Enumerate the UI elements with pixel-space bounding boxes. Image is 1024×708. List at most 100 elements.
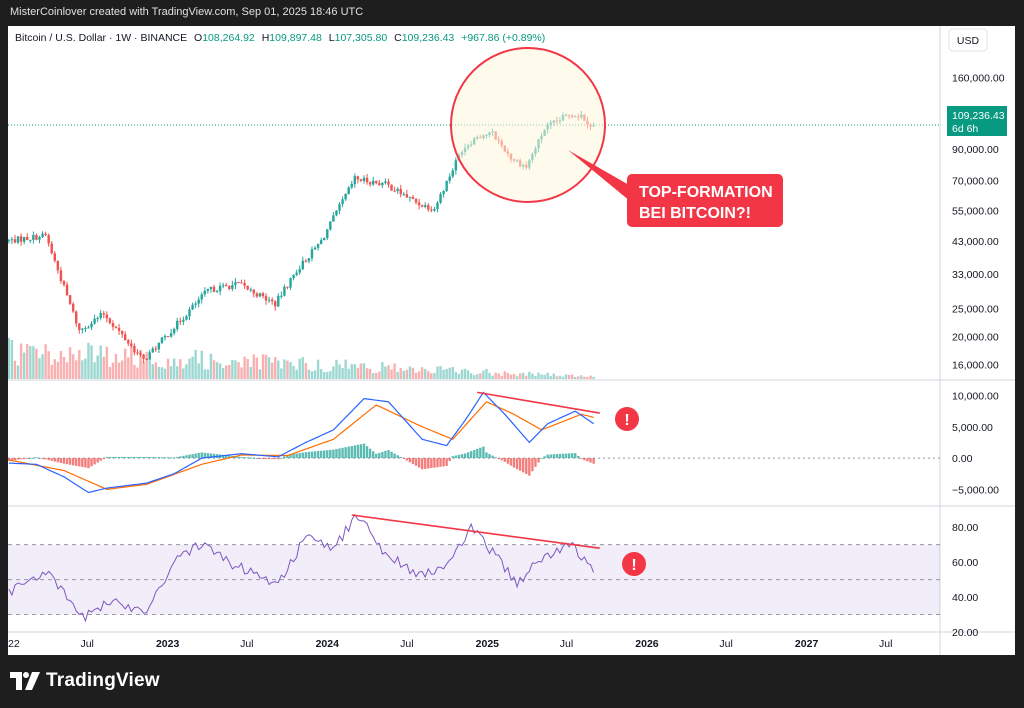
volume-bar [166, 358, 170, 379]
candle-body [188, 309, 191, 317]
volume-bar [179, 359, 182, 379]
macd-histogram-bar [304, 452, 308, 459]
candle-body [231, 285, 234, 289]
symbol-legend[interactable]: Bitcoin / U.S. Dollar · 1W · BINANCE O10… [15, 32, 545, 44]
candle-body [420, 205, 424, 207]
rsi-layer [8, 513, 595, 623]
time-tick-label: 2026 [635, 638, 659, 650]
volume-bar [7, 337, 11, 379]
candle-body [212, 286, 216, 292]
candle-body [102, 313, 105, 315]
volume-bar [359, 363, 363, 379]
macd-histogram-bar [22, 458, 26, 460]
macd-histogram-bar [497, 458, 500, 460]
macd-histogram-bar [387, 450, 390, 459]
macd-histogram-bar [16, 458, 20, 460]
time-tick-label: Jul [879, 638, 892, 650]
volume-bar [503, 371, 507, 379]
volume-bar [402, 370, 406, 379]
macd-histogram-bar [136, 456, 139, 459]
macd-histogram-bar [301, 452, 304, 459]
legend-low-label: L [329, 32, 335, 44]
volume-bar [332, 366, 335, 379]
macd-histogram-bar [521, 458, 525, 473]
candle-body [228, 286, 231, 289]
macd-histogram-bar [335, 449, 338, 459]
macd-histogram-bar [405, 458, 409, 461]
candle-body [93, 318, 96, 324]
macd-histogram-bar [316, 451, 320, 459]
x-axis[interactable]: 22 Jul 2023 Jul 2024 Jul 2025 Jul 2026 Jul 2027 Jul [8, 638, 892, 650]
macd-histogram-bar [26, 458, 29, 460]
candle-body [81, 328, 84, 330]
legend-open-value: 108,264.92 [202, 32, 255, 44]
volume-bar [427, 371, 430, 379]
volume-bar [497, 373, 500, 379]
candle-body [206, 288, 210, 291]
candle-body [145, 358, 148, 360]
candle-body [393, 190, 396, 192]
macd-histogram-bar [133, 456, 136, 459]
rsi-trendline[interactable] [351, 514, 600, 549]
macd-histogram-bar [75, 458, 78, 466]
y-axis[interactable]: 160,000.00120,000.0090,000.0070,000.0055… [952, 72, 1005, 639]
candle-body [108, 318, 112, 324]
macd-histogram-bar [221, 454, 225, 459]
macd-histogram-bar [543, 456, 546, 459]
macd-histogram-bar [503, 458, 507, 462]
macd-histogram-bar [396, 455, 399, 459]
candle-body [433, 208, 436, 211]
chart-svg[interactable]: TOP-FORMATION BEI BITCOIN?! ! ! Bitcoin … [7, 26, 1015, 655]
volume-bar [185, 364, 188, 379]
currency-button[interactable]: USD [948, 28, 988, 52]
candle-body [120, 330, 124, 335]
macd-histogram-bar [172, 457, 176, 459]
macd-histogram-bar [570, 453, 574, 459]
macd-histogram-bar [93, 458, 96, 465]
volume-bar [494, 372, 497, 379]
trendline-layer [351, 391, 600, 549]
volume-bar [228, 364, 231, 379]
volume-bar [417, 371, 421, 379]
volume-bar [255, 357, 259, 379]
macd-histogram-bar [130, 456, 133, 459]
legend-close-value: 109,236.43 [402, 32, 455, 44]
macd-histogram-bar [29, 458, 32, 460]
volume-bar [286, 360, 289, 379]
volume-bar [375, 372, 378, 379]
chart-area[interactable]: TOP-FORMATION BEI BITCOIN?! ! ! Bitcoin … [7, 26, 1015, 655]
macd-histogram-bar [38, 457, 41, 459]
volume-bar [237, 362, 240, 379]
volume-bar [212, 360, 216, 379]
macd-histogram-bar [59, 458, 63, 463]
macd-histogram-bar [307, 451, 311, 459]
volume-bar [442, 369, 445, 379]
volume-bar [368, 368, 372, 379]
macd-histogram-bar [402, 458, 406, 460]
candle-body [32, 234, 35, 240]
volume-bar [319, 369, 323, 379]
volume-bar [567, 374, 571, 379]
time-tick-label: 22 [8, 638, 20, 650]
volume-bar [381, 361, 384, 379]
top-highlight-circle [450, 47, 606, 203]
macd-histogram-bar [102, 458, 105, 460]
macd-histogram-bar [390, 451, 393, 459]
candle-body [381, 182, 384, 186]
volume-bar [176, 366, 179, 379]
macd-trendline[interactable] [477, 391, 600, 414]
volume-bar [105, 346, 109, 379]
volume-bar [463, 368, 467, 379]
price-tick-label: 20,000.00 [952, 332, 999, 344]
candle-body [267, 299, 271, 301]
candle-body [243, 282, 246, 286]
volume-bar [191, 356, 194, 379]
macd-histogram-bar [99, 458, 102, 461]
tradingview-logo[interactable]: TradingView [10, 670, 160, 692]
macd-histogram-bar [188, 454, 191, 459]
macd-histogram-bar [329, 449, 332, 459]
volume-bar [350, 364, 353, 379]
volume-bar [482, 370, 485, 379]
macd-histogram-bar [494, 457, 497, 459]
candle-body [221, 285, 225, 287]
